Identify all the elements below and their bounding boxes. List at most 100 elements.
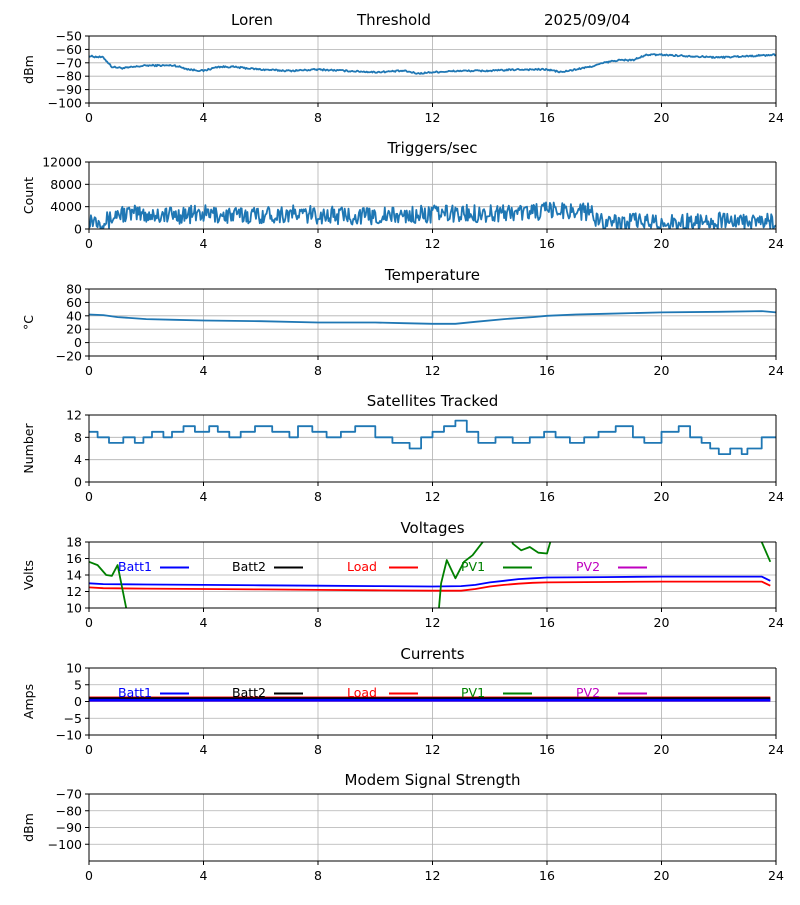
y-tick-label: 4000 [50, 199, 82, 214]
x-tick-label: 24 [768, 742, 784, 757]
x-tick-label: 4 [200, 489, 208, 504]
y-tick-label: 80 [66, 282, 82, 297]
y-tick-label: −100 [48, 837, 82, 852]
y-tick-label: 18 [66, 535, 82, 550]
y-tick-label: 5 [74, 677, 82, 692]
x-tick-label: 16 [539, 742, 555, 757]
y-axis-label: Amps [21, 684, 36, 719]
y-tick-label: −50 [56, 29, 82, 44]
legend-label-pv2: PV2 [576, 559, 600, 574]
y-tick-label: 12 [66, 584, 82, 599]
panel-triggers: 0 4 8 12 16 20 24 0 4000 8000 12000 Triggers/sec Cou… [21, 139, 784, 251]
x-tick-label: 8 [314, 615, 322, 630]
y-tick-label: −90 [56, 82, 82, 97]
y-tick-label: −90 [56, 820, 82, 835]
x-tick-label: 20 [654, 110, 670, 125]
y-tick-label: 10 [66, 601, 82, 616]
y-tick-label: 0 [74, 694, 82, 709]
series-group [89, 310, 776, 325]
y-tick-label: 20 [66, 322, 82, 337]
y-tick-label: 40 [66, 308, 82, 323]
series-line-pv1 [438, 542, 484, 608]
series-group [89, 542, 772, 608]
header-date: 2025/09/04 [544, 11, 631, 29]
y-tick-label: 4 [74, 452, 82, 467]
panel-title: Satellites Tracked [367, 392, 498, 410]
x-tick-label: 8 [314, 363, 322, 378]
x-tick-label: 24 [768, 363, 784, 378]
x-tick-label: 24 [768, 868, 784, 883]
x-tick-label: 12 [425, 489, 441, 504]
x-tick-label: 20 [654, 363, 670, 378]
y-tick-label: 14 [66, 568, 82, 583]
x-tick-label: 16 [539, 110, 555, 125]
x-tick-label: 24 [768, 615, 784, 630]
header-site: Loren [231, 11, 273, 29]
x-tick-label: 12 [425, 615, 441, 630]
x-tick-label: 20 [654, 742, 670, 757]
y-tick-label: −60 [56, 42, 82, 57]
y-tick-label: 0 [74, 335, 82, 350]
series-line-triggers [89, 201, 776, 229]
y-tick-label: −80 [56, 69, 82, 84]
series-line-pv1 [89, 560, 128, 608]
y-axis-label: °C [21, 315, 36, 330]
panel-modem: 0 4 8 12 16 20 24 −70−80 −90 −100 Modem Signal Str… [21, 771, 784, 883]
x-tick-label: 16 [539, 615, 555, 630]
y-tick-label: 12 [66, 408, 82, 423]
x-tick-label: 4 [200, 868, 208, 883]
y-tick-label: 0 [74, 222, 82, 237]
y-tick-label: 8 [74, 430, 82, 445]
series-group [89, 201, 776, 229]
y-tick-label: −10 [56, 728, 82, 743]
legend-label-pv2: PV2 [576, 685, 600, 700]
panel-title: Modem Signal Strength [345, 771, 521, 789]
series-line-pv1 [511, 542, 552, 555]
panel-title: Temperature [384, 266, 480, 284]
y-axis-label: Count [21, 177, 36, 214]
x-tick-label: 12 [425, 110, 441, 125]
y-tick-label: −100 [48, 96, 82, 111]
series-line-pv1 [760, 542, 772, 563]
header-mode: Threshold [357, 11, 431, 29]
x-tick-label: 0 [85, 363, 93, 378]
x-tick-label: 8 [314, 236, 322, 251]
x-tick-label: 4 [200, 363, 208, 378]
x-tick-label: 12 [425, 742, 441, 757]
x-tick-label: 0 [85, 110, 93, 125]
x-tick-label: 24 [768, 236, 784, 251]
x-tick-label: 20 [654, 868, 670, 883]
y-tick-label: 8000 [50, 177, 82, 192]
x-tick-label: 4 [200, 110, 208, 125]
x-tick-label: 4 [200, 236, 208, 251]
x-tick-label: 0 [85, 615, 93, 630]
x-tick-label: 0 [85, 489, 93, 504]
series-line-satellites [89, 419, 776, 455]
panel-title: Triggers/sec [387, 139, 478, 157]
y-axis-label: Number [21, 423, 36, 474]
x-tick-label: 12 [425, 236, 441, 251]
legend-label-batt2: Batt2 [232, 685, 266, 700]
legend-label-pv1: PV1 [461, 685, 485, 700]
series-line-temperature [89, 310, 776, 325]
y-tick-label: −5 [64, 711, 82, 726]
series-line-load [89, 580, 771, 592]
y-tick-label: 10 [66, 661, 82, 676]
x-tick-label: 24 [768, 489, 784, 504]
x-tick-label: 12 [425, 868, 441, 883]
series-group [89, 696, 771, 702]
y-axis-label: dBm [21, 813, 36, 842]
legend-label-load: Load [347, 685, 377, 700]
x-tick-label: 20 [654, 615, 670, 630]
x-tick-label: 16 [539, 236, 555, 251]
panel-title: Currents [400, 645, 464, 663]
panel-threshold: 0 4 8 12 16 20 24 −50−60−70−80−90−100 dBm [21, 29, 784, 126]
x-tick-label: 12 [425, 363, 441, 378]
panel-currents: 0 4 8 12 16 20 24 −10 −5 0 510 Currents Amps Batt1 Bat… [21, 645, 784, 757]
x-tick-label: 0 [85, 236, 93, 251]
x-tick-label: 4 [200, 742, 208, 757]
y-tick-label: 12000 [42, 155, 82, 170]
